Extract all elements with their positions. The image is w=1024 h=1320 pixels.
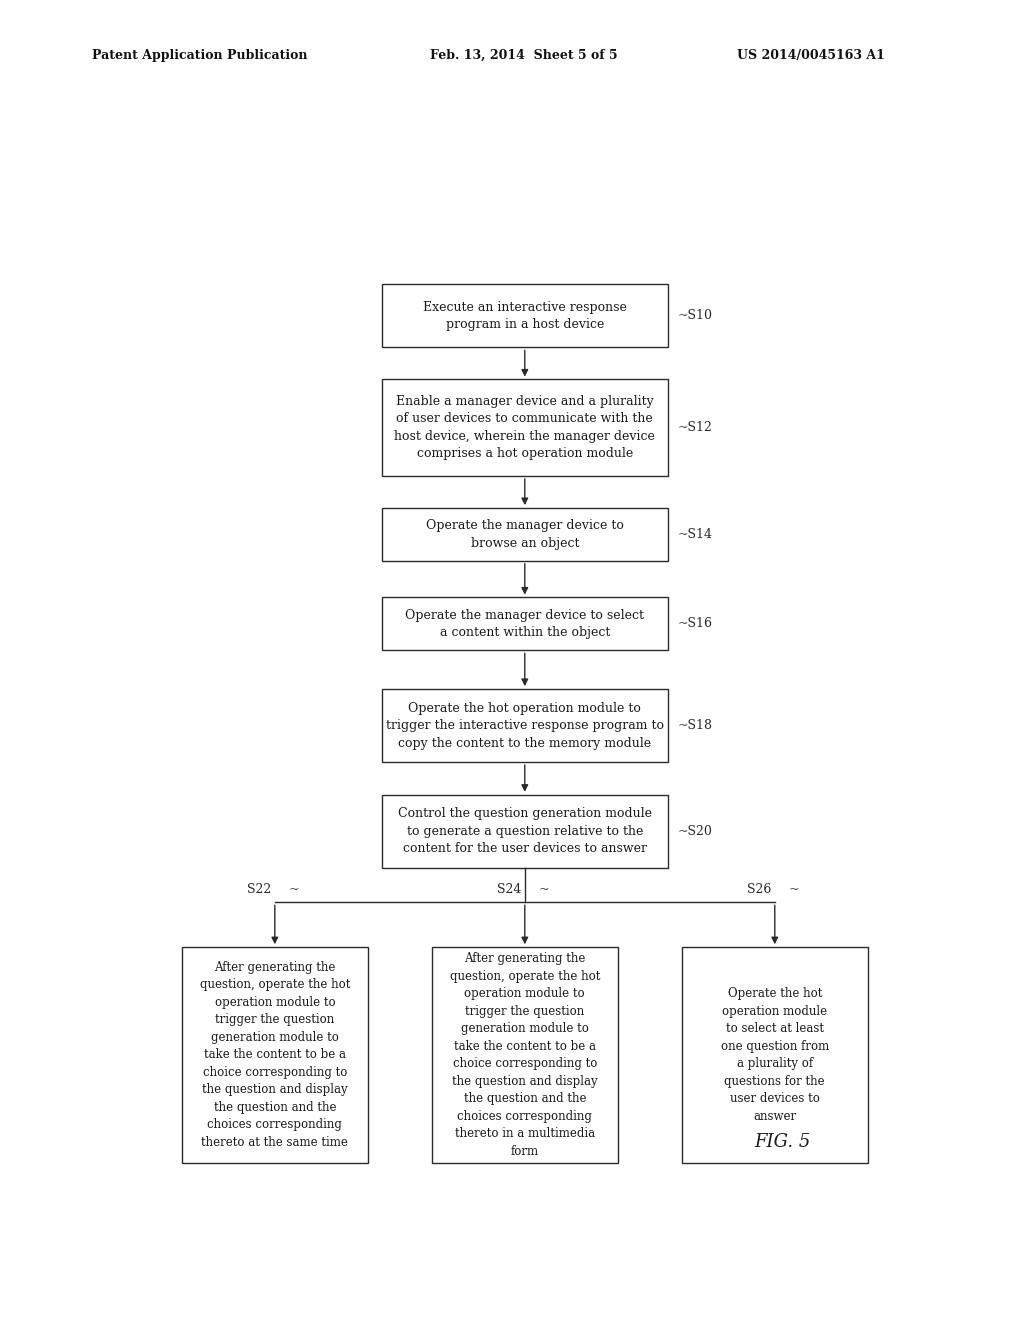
Text: Operate the hot
operation module
to select at least
one question from
a pluralit: Operate the hot operation module to sele… — [721, 987, 828, 1122]
Text: ~: ~ — [539, 883, 550, 896]
FancyBboxPatch shape — [181, 948, 368, 1163]
Text: S26: S26 — [746, 883, 771, 896]
Text: Operate the hot operation module to
trigger the interactive response program to
: Operate the hot operation module to trig… — [386, 701, 664, 750]
Text: US 2014/0045163 A1: US 2014/0045163 A1 — [737, 49, 885, 62]
Text: S24: S24 — [497, 883, 521, 896]
Text: ~S14: ~S14 — [677, 528, 712, 541]
Text: Feb. 13, 2014  Sheet 5 of 5: Feb. 13, 2014 Sheet 5 of 5 — [430, 49, 617, 62]
Text: FIG. 5: FIG. 5 — [755, 1134, 811, 1151]
Text: After generating the
question, operate the hot
operation module to
trigger the q: After generating the question, operate t… — [200, 961, 350, 1148]
FancyBboxPatch shape — [382, 508, 668, 561]
FancyBboxPatch shape — [682, 948, 868, 1163]
FancyBboxPatch shape — [382, 379, 668, 477]
Text: Execute an interactive response
program in a host device: Execute an interactive response program … — [423, 301, 627, 331]
Text: Enable a manager device and a plurality
of user devices to communicate with the
: Enable a manager device and a plurality … — [394, 395, 655, 461]
Text: S22: S22 — [247, 883, 271, 896]
Text: Operate the manager device to
browse an object: Operate the manager device to browse an … — [426, 519, 624, 549]
Text: Control the question generation module
to generate a question relative to the
co: Control the question generation module t… — [397, 808, 652, 855]
Text: ~: ~ — [289, 883, 300, 896]
FancyBboxPatch shape — [382, 284, 668, 347]
FancyBboxPatch shape — [382, 795, 668, 867]
Text: ~S10: ~S10 — [677, 309, 712, 322]
FancyBboxPatch shape — [382, 598, 668, 651]
Text: After generating the
question, operate the hot
operation module to
trigger the q: After generating the question, operate t… — [450, 952, 600, 1158]
Text: ~S20: ~S20 — [677, 825, 712, 838]
Text: ~: ~ — [790, 883, 800, 896]
Text: ~S16: ~S16 — [677, 618, 712, 631]
Text: Patent Application Publication: Patent Application Publication — [92, 49, 307, 62]
FancyBboxPatch shape — [382, 689, 668, 762]
Text: ~S12: ~S12 — [677, 421, 712, 434]
FancyBboxPatch shape — [431, 948, 618, 1163]
Text: Operate the manager device to select
a content within the object: Operate the manager device to select a c… — [406, 609, 644, 639]
Text: ~S18: ~S18 — [677, 719, 712, 733]
